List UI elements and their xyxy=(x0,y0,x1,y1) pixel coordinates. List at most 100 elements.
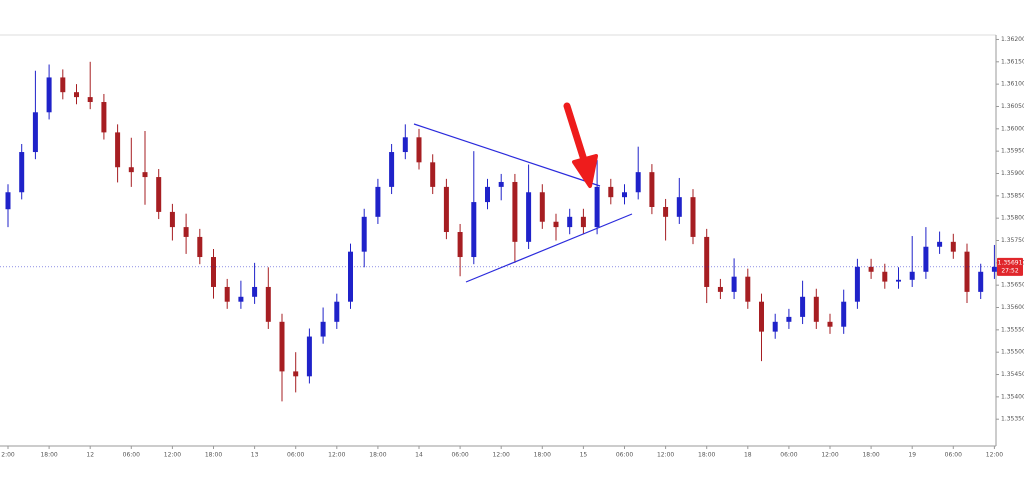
candle-body xyxy=(306,336,312,377)
x-tick-label: 06:00 xyxy=(287,452,304,459)
candle-body xyxy=(553,221,559,228)
candle-body xyxy=(279,321,285,372)
candle-body xyxy=(115,132,121,168)
candle-body xyxy=(211,257,216,287)
candle-body xyxy=(197,236,203,258)
candle-body xyxy=(156,177,162,212)
candle-body xyxy=(813,296,819,322)
x-tick-label: 18 xyxy=(744,452,752,459)
x-tick-label: 19 xyxy=(908,452,916,459)
axes: 1.36200 1.36150 1.36100 1.36050 1.36000 1.359… xyxy=(0,36,1024,459)
candle-body xyxy=(923,246,929,272)
y-tick-label: 1.35850 xyxy=(1001,192,1024,199)
x-tick-label: 12:00 xyxy=(328,452,345,459)
y-tick-label: 1.36200 xyxy=(1001,36,1024,43)
candle-body xyxy=(183,227,189,237)
x-tick-label: 06:00 xyxy=(780,452,797,459)
candle-body xyxy=(32,112,38,153)
y-tick-label: 1.35450 xyxy=(1001,371,1024,378)
candle-body xyxy=(320,321,326,337)
candle-body xyxy=(87,97,93,103)
candle-body xyxy=(868,266,874,272)
y-tick-label: 1.36050 xyxy=(1001,103,1024,110)
x-tick-label: 06:00 xyxy=(616,452,633,459)
x-tick-label: 18:00 xyxy=(534,452,551,459)
candle-body xyxy=(882,271,888,282)
x-tick-label: 18:00 xyxy=(698,452,715,459)
candle-body xyxy=(594,186,600,228)
candles xyxy=(5,61,997,402)
y-tick-label: 1.35750 xyxy=(1001,237,1024,244)
x-tick-label: 06:00 xyxy=(945,452,962,459)
candle-body xyxy=(526,192,532,242)
x-tick-label: 06:00 xyxy=(451,452,468,459)
x-tick-label: 18:00 xyxy=(369,452,386,459)
candle-body xyxy=(60,77,66,93)
x-tick-label: 13 xyxy=(251,452,259,459)
candle-body xyxy=(142,172,148,178)
candle-body xyxy=(759,301,764,332)
candle-body xyxy=(252,286,258,297)
candle-body xyxy=(402,137,408,153)
x-tick-label: 06:00 xyxy=(123,452,140,459)
y-tick-label: 1.35500 xyxy=(1001,349,1024,356)
y-tick-label: 1.35950 xyxy=(1001,148,1024,155)
x-tick-label: 12:00 xyxy=(821,452,838,459)
candle-body xyxy=(991,266,997,272)
arrow xyxy=(563,102,598,188)
candle-body xyxy=(567,216,573,228)
y-tick-label: 1.35900 xyxy=(1001,170,1024,177)
candle-body xyxy=(375,186,381,217)
candle-body xyxy=(416,137,422,163)
x-tick-label: 12:00 xyxy=(657,452,674,459)
candle-body xyxy=(745,276,751,302)
candle-body xyxy=(348,251,353,302)
candle-body xyxy=(854,266,860,302)
candle-body xyxy=(690,197,696,237)
x-tick-label: 12:00 xyxy=(164,452,181,459)
candle-body xyxy=(608,186,614,198)
candle-body xyxy=(635,172,641,193)
candle-body xyxy=(649,172,655,207)
candle-body xyxy=(896,279,901,282)
y-tick-label: 1.36100 xyxy=(1001,81,1024,88)
x-tick-label: 12:00 xyxy=(493,452,510,459)
price-label: 1.35691 xyxy=(998,259,1023,266)
x-tick-label: 18:00 xyxy=(205,452,222,459)
candle-body xyxy=(909,271,915,280)
candle-body xyxy=(539,192,545,222)
candle-body xyxy=(169,211,175,228)
x-tick-label: 14 xyxy=(415,452,423,459)
candle-body xyxy=(457,232,463,258)
candle-body xyxy=(512,181,518,242)
candle-body xyxy=(265,286,271,322)
candle-body xyxy=(361,216,367,252)
candle-body xyxy=(238,296,244,302)
y-tick-label: 1.35550 xyxy=(1001,326,1024,333)
candle-body xyxy=(498,181,504,187)
candle-body xyxy=(937,241,943,247)
candle-body xyxy=(731,276,737,292)
trendline-upper xyxy=(413,123,601,187)
trendline-lower xyxy=(465,213,633,283)
candle-body xyxy=(19,152,25,193)
candle-body xyxy=(800,296,806,317)
candle-body xyxy=(485,186,490,203)
y-tick-label: 1.35400 xyxy=(1001,393,1024,400)
candle-body xyxy=(978,271,984,292)
candle-body xyxy=(46,77,52,113)
candle-body xyxy=(786,316,792,322)
x-tick-label: 2:00 xyxy=(1,452,15,459)
candle-body xyxy=(430,162,436,187)
y-tick-label: 1.36150 xyxy=(1001,58,1024,65)
candle-body xyxy=(827,321,833,327)
y-tick-label: 1.35600 xyxy=(1001,304,1024,311)
candle-body xyxy=(334,301,340,322)
candle-body xyxy=(841,301,847,327)
candle-body xyxy=(950,241,956,252)
candle-body xyxy=(5,192,11,210)
y-tick-label: 1.35650 xyxy=(1001,282,1024,289)
x-tick-label: 12:00 xyxy=(986,452,1003,459)
countdown: 27:52 xyxy=(1001,267,1018,274)
